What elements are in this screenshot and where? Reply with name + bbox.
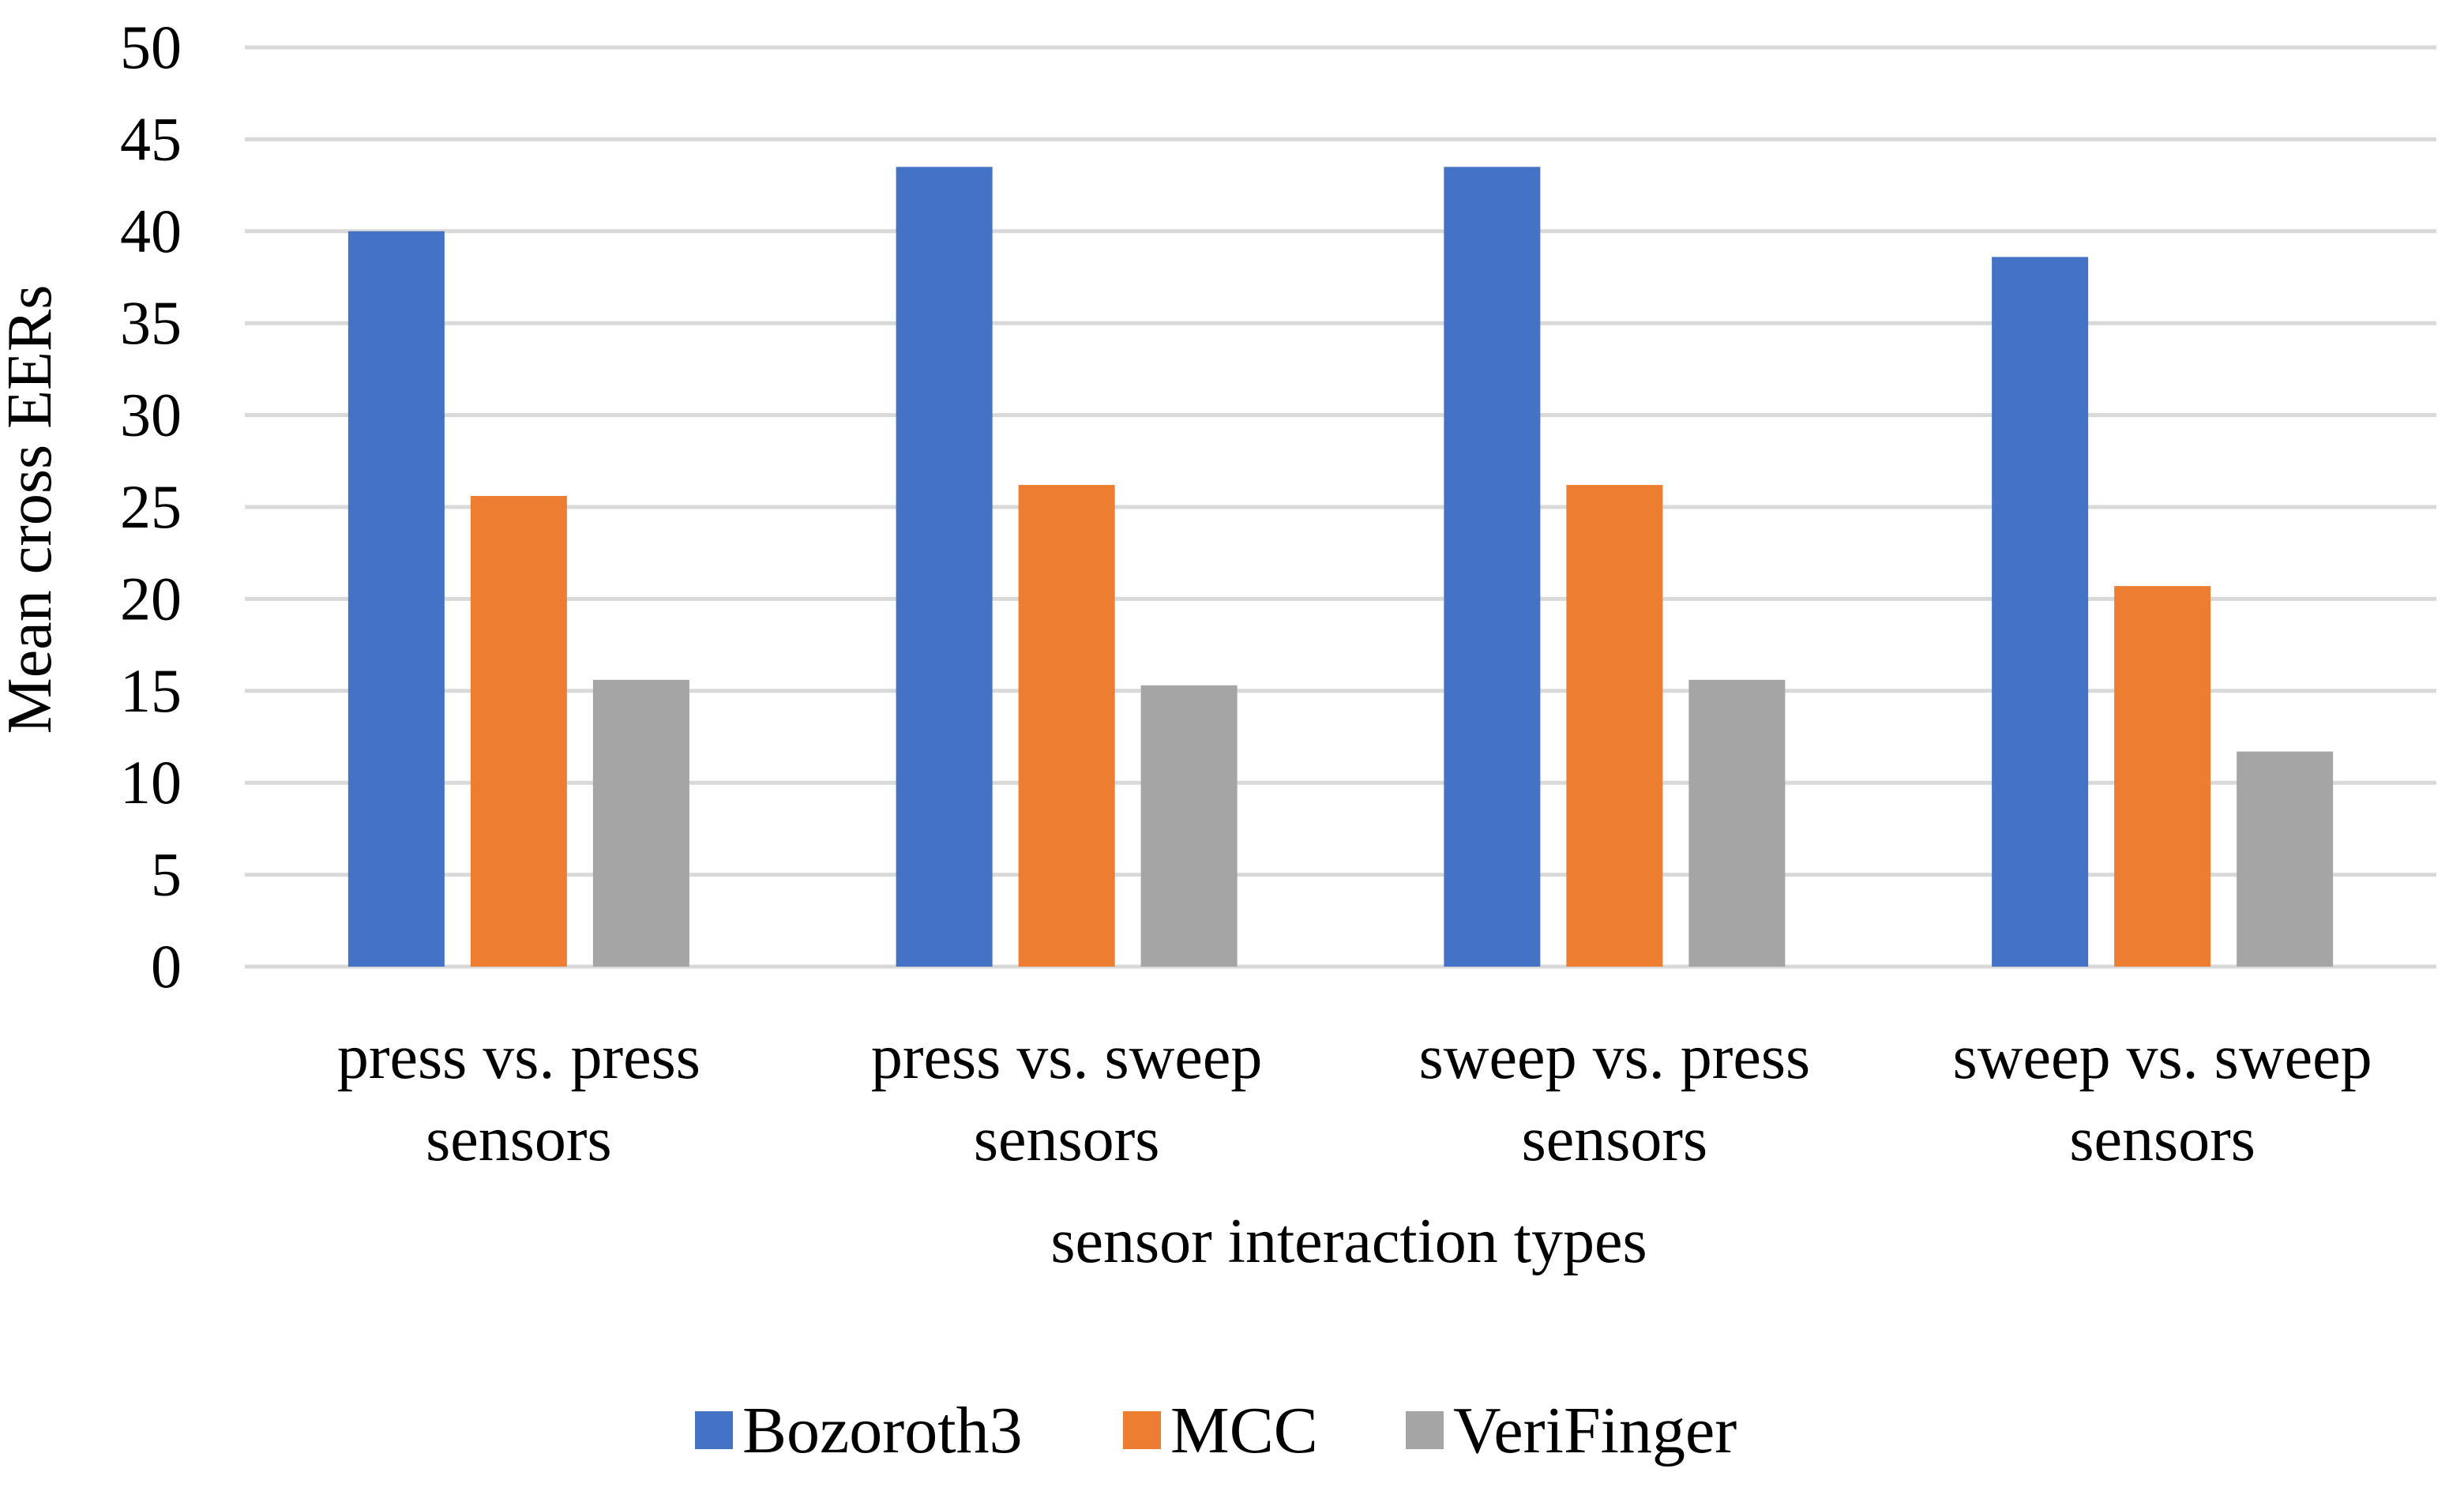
y-tick-label: 35 <box>120 288 182 357</box>
bar-verifinger-3 <box>1688 679 1786 967</box>
y-tick-label: 5 <box>151 840 182 909</box>
bar-verifinger-1 <box>592 679 689 967</box>
legend-swatch-bozoroth3 <box>695 1411 733 1449</box>
y-tick-label: 20 <box>120 564 182 633</box>
legend-label-mcc: MCC <box>1170 1394 1318 1467</box>
y-tick-label: 25 <box>120 472 182 541</box>
y-axis-title: Mean cross EERs <box>0 285 65 734</box>
legend-label-verifinger: VeriFinger <box>1453 1394 1737 1467</box>
y-tick-label: 30 <box>120 381 182 449</box>
bar-mcc-4 <box>2114 586 2211 967</box>
bar-bozoroth3-3 <box>1444 167 1541 967</box>
y-tick-label: 0 <box>151 932 182 1001</box>
x-category-label: sweep vs. sweep <box>1953 1023 2372 1092</box>
bar-bozoroth3-2 <box>896 167 993 967</box>
legend: Bozoroth3 MCC VeriFinger <box>695 1394 1737 1467</box>
y-tick-label: 45 <box>120 104 182 173</box>
x-category-label: press vs. sweep <box>871 1023 1262 1092</box>
y-axis-tick-labels: 0 5 10 15 20 25 30 35 40 45 50 <box>120 13 182 1001</box>
legend-swatch-verifinger <box>1406 1411 1444 1449</box>
bar-mcc-3 <box>1566 485 1663 967</box>
y-tick-label: 10 <box>120 748 182 817</box>
x-category-label: sweep vs. press <box>1419 1023 1810 1092</box>
x-category-label: sensors <box>974 1105 1160 1174</box>
x-axis-category-labels: press vs. press sensors press vs. sweep sen… <box>337 1023 2372 1174</box>
y-tick-label: 40 <box>120 197 182 265</box>
x-category-label: sensors <box>426 1105 612 1174</box>
bars <box>347 167 2334 967</box>
y-tick-label: 15 <box>120 656 182 725</box>
gridlines <box>245 45 2436 969</box>
y-tick-label: 50 <box>120 13 182 81</box>
bar-mcc-2 <box>1018 485 1115 967</box>
bar-bozoroth3-4 <box>1992 257 2089 967</box>
x-category-label: press vs. press <box>337 1023 701 1092</box>
bar-verifinger-2 <box>1140 685 1238 967</box>
bar-verifinger-4 <box>2237 751 2334 967</box>
x-category-label: sensors <box>1522 1105 1708 1174</box>
bar-bozoroth3-1 <box>347 231 445 967</box>
bar-mcc-1 <box>470 496 567 967</box>
legend-label-bozoroth3: Bozoroth3 <box>742 1394 1023 1467</box>
x-axis-title: sensor interaction types <box>1050 1207 1647 1276</box>
x-category-label: sensors <box>2069 1105 2256 1174</box>
legend-swatch-mcc <box>1123 1411 1161 1449</box>
